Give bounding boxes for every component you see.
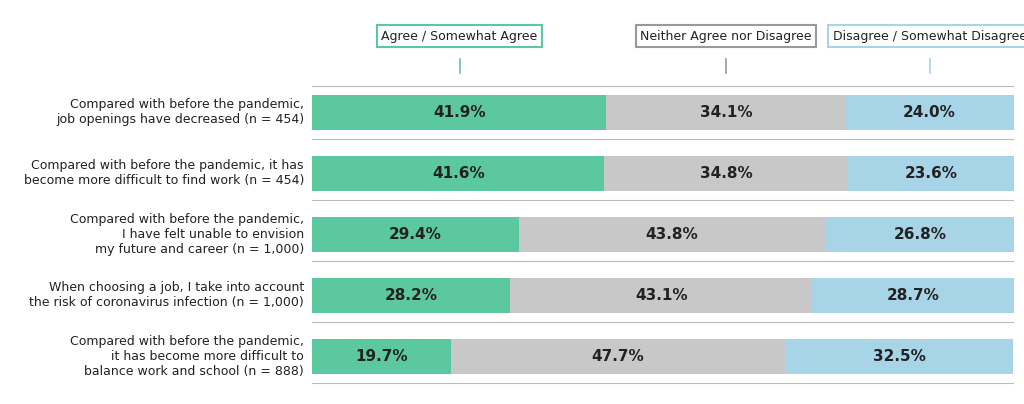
Text: 23.6%: 23.6% xyxy=(904,166,957,181)
Text: 43.1%: 43.1% xyxy=(635,288,687,303)
Text: 26.8%: 26.8% xyxy=(893,227,946,242)
Bar xyxy=(518,217,825,252)
Text: Neither Agree nor Disagree: Neither Agree nor Disagree xyxy=(640,30,812,43)
Text: 41.6%: 41.6% xyxy=(432,166,484,181)
Text: 19.7%: 19.7% xyxy=(355,349,408,364)
Bar xyxy=(812,278,1014,313)
Bar xyxy=(848,156,1014,191)
Text: 28.7%: 28.7% xyxy=(887,288,940,303)
Text: 32.5%: 32.5% xyxy=(872,349,926,364)
Bar xyxy=(604,156,848,191)
Text: 47.7%: 47.7% xyxy=(592,349,644,364)
Bar xyxy=(785,339,1013,374)
Text: 24.0%: 24.0% xyxy=(903,105,956,120)
Bar xyxy=(825,217,1014,252)
Bar xyxy=(312,156,604,191)
Text: 29.4%: 29.4% xyxy=(389,227,442,242)
Text: Disagree / Somewhat Disagree: Disagree / Somewhat Disagree xyxy=(833,30,1024,43)
Bar xyxy=(846,95,1014,130)
Bar xyxy=(312,95,606,130)
Text: 41.9%: 41.9% xyxy=(433,105,485,120)
Bar xyxy=(312,278,510,313)
Bar xyxy=(451,339,785,374)
Text: Agree / Somewhat Agree: Agree / Somewhat Agree xyxy=(382,30,538,43)
Bar xyxy=(312,339,451,374)
Bar xyxy=(606,95,846,130)
Text: 34.8%: 34.8% xyxy=(699,166,753,181)
Text: 28.2%: 28.2% xyxy=(385,288,437,303)
Text: 34.1%: 34.1% xyxy=(699,105,753,120)
Bar xyxy=(312,217,518,252)
Bar xyxy=(510,278,812,313)
Text: 43.8%: 43.8% xyxy=(646,227,698,242)
